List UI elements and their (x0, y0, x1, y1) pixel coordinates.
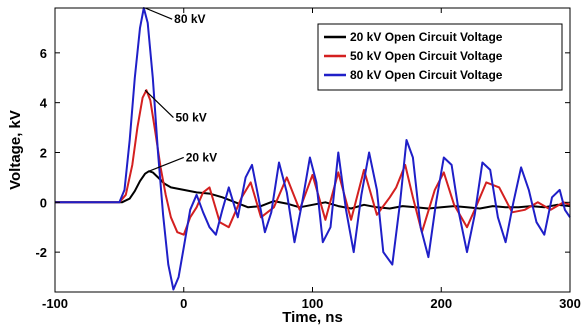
plot-lines (55, 7, 571, 291)
legend-entry-2: 50 kV Open Circuit Voltage (350, 49, 503, 63)
annotation-label-3: 20 kV (186, 150, 217, 164)
y-tick-label-0: -2 (35, 245, 47, 260)
series-line-1 (55, 170, 571, 210)
y-tick-label-4: 6 (40, 46, 47, 61)
x-tick-label-3: 200 (430, 296, 452, 311)
y-tick-label-2: 2 (40, 145, 47, 160)
y-tick-label-1: 0 (40, 195, 47, 210)
legend-entry-3: 80 kV Open Circuit Voltage (350, 68, 503, 82)
legend: 20 kV Open Circuit Voltage 50 kV Open Cir… (317, 23, 563, 91)
annotation-label-2: 50 kV (175, 111, 206, 125)
x-tick-label-2: 100 (302, 296, 324, 311)
annotation-pointer-3 (148, 156, 184, 172)
x-tick-label-0: -100 (42, 296, 68, 311)
legend-entry-1: 20 kV Open Circuit Voltage (350, 30, 503, 44)
annotation-pointer-1 (144, 7, 173, 20)
series-line-3 (55, 7, 571, 291)
axes: -100 0 100 200 300 -2 0 2 4 6 (35, 7, 581, 311)
x-tick-label-4: 300 (559, 296, 581, 311)
x-tick-label-1: 0 (180, 296, 187, 311)
legend-box (317, 23, 563, 91)
y-tick-label-3: 4 (40, 96, 48, 111)
annotation-pointer-2 (144, 89, 174, 119)
annotation-label-1: 80 kV (174, 12, 205, 26)
y-axis-label: Voltage, kV (7, 110, 24, 190)
annotations: 80 kV 50 kV 20 kV (144, 7, 217, 172)
x-axis-label: Time, ns (282, 309, 343, 326)
